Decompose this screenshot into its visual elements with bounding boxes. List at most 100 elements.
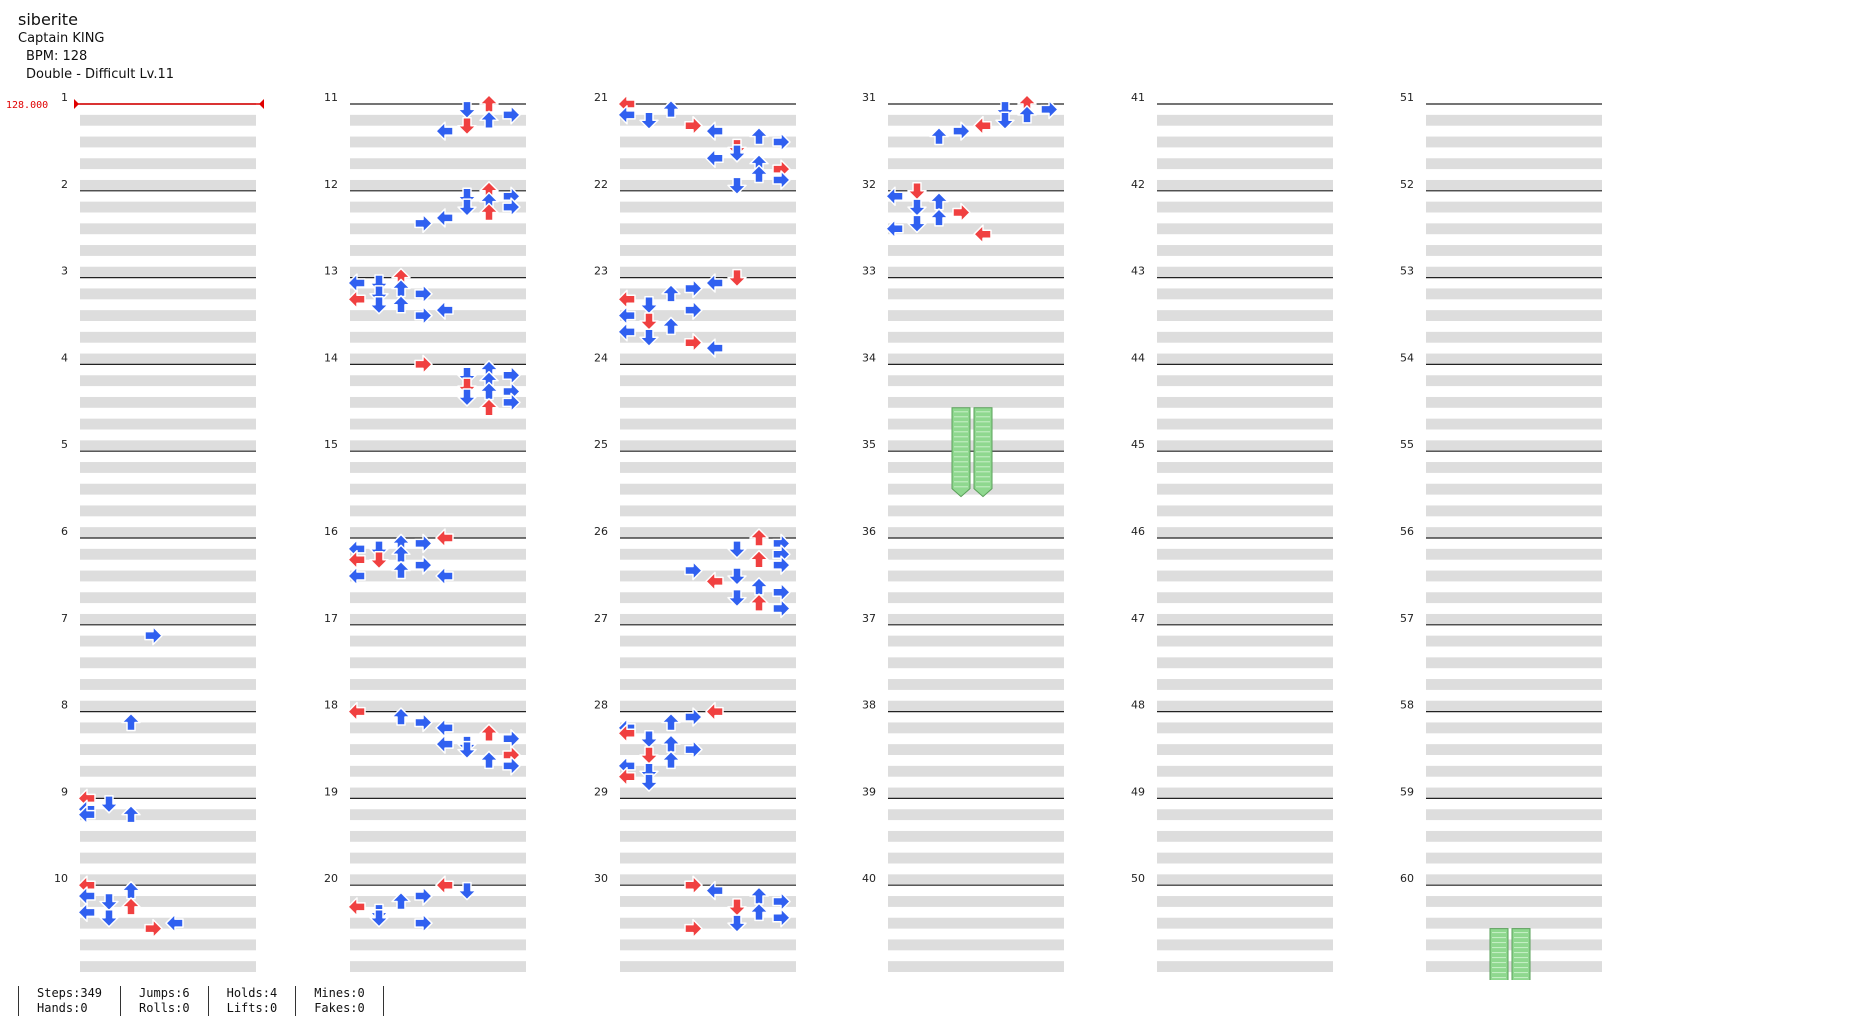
measure-number: 50 — [1131, 872, 1145, 885]
step-arrow — [414, 284, 433, 304]
stat-lifts: Lifts:0 — [226, 1001, 278, 1015]
beat-band — [620, 939, 796, 951]
measure-number: 33 — [862, 265, 876, 278]
beat-band — [1157, 635, 1333, 647]
beat-band — [1426, 874, 1602, 886]
beat-band — [1426, 527, 1602, 538]
step-arrow — [639, 111, 659, 131]
beat-band — [1426, 722, 1602, 734]
beat-band — [80, 657, 256, 669]
beat-band — [620, 852, 796, 864]
beat-band — [80, 700, 256, 712]
beat-band — [620, 765, 796, 777]
step-arrow — [121, 804, 141, 824]
measure-number: 9 — [61, 785, 68, 798]
beat-band — [620, 917, 796, 929]
beat-band — [80, 114, 256, 126]
beat-band — [620, 266, 796, 278]
beat-band — [350, 483, 526, 495]
beat-band — [1426, 440, 1602, 452]
beat-band — [1157, 266, 1333, 278]
beat-band — [1157, 158, 1333, 170]
beat-band — [1157, 310, 1333, 321]
beat-band — [1426, 548, 1602, 560]
measure-number: 10 — [54, 872, 68, 885]
beat-band — [1157, 722, 1333, 734]
beat-band — [350, 765, 526, 777]
measure-number: 1 — [61, 91, 68, 104]
bpm-line-start — [74, 99, 79, 109]
beat-band — [1426, 744, 1602, 755]
step-arrow — [414, 913, 433, 933]
beat-band — [888, 310, 1064, 321]
beat-band — [888, 939, 1064, 951]
beat-band — [350, 288, 526, 300]
step-arrow — [772, 891, 791, 912]
beat-band — [620, 179, 796, 191]
beat-band — [350, 418, 526, 430]
beat-band — [1157, 679, 1333, 690]
step-arrow — [639, 328, 659, 348]
measure-number: 12 — [324, 178, 338, 191]
beat-band — [350, 700, 526, 712]
beat-band — [350, 896, 526, 907]
measure-number: 22 — [594, 178, 608, 191]
beat-band — [620, 592, 796, 604]
beat-band — [1157, 353, 1333, 365]
beat-band — [1157, 201, 1333, 213]
beat-band — [1426, 657, 1602, 669]
beat-band — [80, 179, 256, 191]
measure-number: 38 — [862, 699, 876, 712]
beat-band — [350, 179, 526, 191]
stat-hands: Hands:0 — [37, 1001, 88, 1015]
beat-band — [1426, 809, 1602, 821]
beat-band — [80, 396, 256, 408]
beat-band — [350, 136, 526, 148]
beat-band — [1157, 288, 1333, 300]
beat-band — [80, 722, 256, 734]
beat-band — [888, 809, 1064, 821]
measure-number: 20 — [324, 872, 338, 885]
measure-number: 2 — [61, 178, 68, 191]
beat-band — [1157, 418, 1333, 430]
beat-band — [80, 679, 256, 690]
beat-band — [888, 830, 1064, 842]
beat-band — [1426, 310, 1602, 321]
beat-band — [888, 179, 1064, 191]
stats-steps-hands: Steps:349 Hands:0 — [18, 986, 120, 1016]
measure-number: 3 — [61, 265, 68, 278]
step-arrow — [727, 176, 747, 196]
beat-band — [80, 765, 256, 777]
bpm-label: BPM: 128 — [26, 49, 88, 64]
measure-number: 40 — [862, 872, 876, 885]
beat-band — [350, 223, 526, 235]
step-arrow — [727, 567, 747, 586]
beat-band — [620, 353, 796, 365]
beat-band — [1426, 136, 1602, 148]
stat-jumps: Jumps:6 — [139, 986, 190, 1000]
measure-number: 52 — [1400, 178, 1414, 191]
beat-band — [888, 114, 1064, 126]
beat-band — [620, 136, 796, 148]
beat-band — [620, 635, 796, 647]
measure-number: 14 — [324, 351, 338, 364]
beat-band — [888, 765, 1064, 777]
beat-band — [888, 722, 1064, 734]
beat-band — [620, 375, 796, 387]
beat-band — [80, 223, 256, 235]
measure-number: 60 — [1400, 872, 1414, 885]
beat-band — [1426, 331, 1602, 343]
measure-number: 45 — [1131, 438, 1145, 451]
measure-number: 7 — [61, 612, 68, 625]
beat-band — [888, 201, 1064, 213]
beat-band — [1157, 396, 1333, 408]
beat-band — [80, 874, 256, 886]
beat-band — [80, 266, 256, 278]
beat-band — [888, 679, 1064, 690]
beat-band — [350, 809, 526, 821]
beat-band — [620, 462, 796, 473]
beat-band — [888, 331, 1064, 343]
measure-number: 56 — [1400, 525, 1414, 538]
measure-number: 25 — [594, 438, 608, 451]
beat-band — [1157, 114, 1333, 126]
